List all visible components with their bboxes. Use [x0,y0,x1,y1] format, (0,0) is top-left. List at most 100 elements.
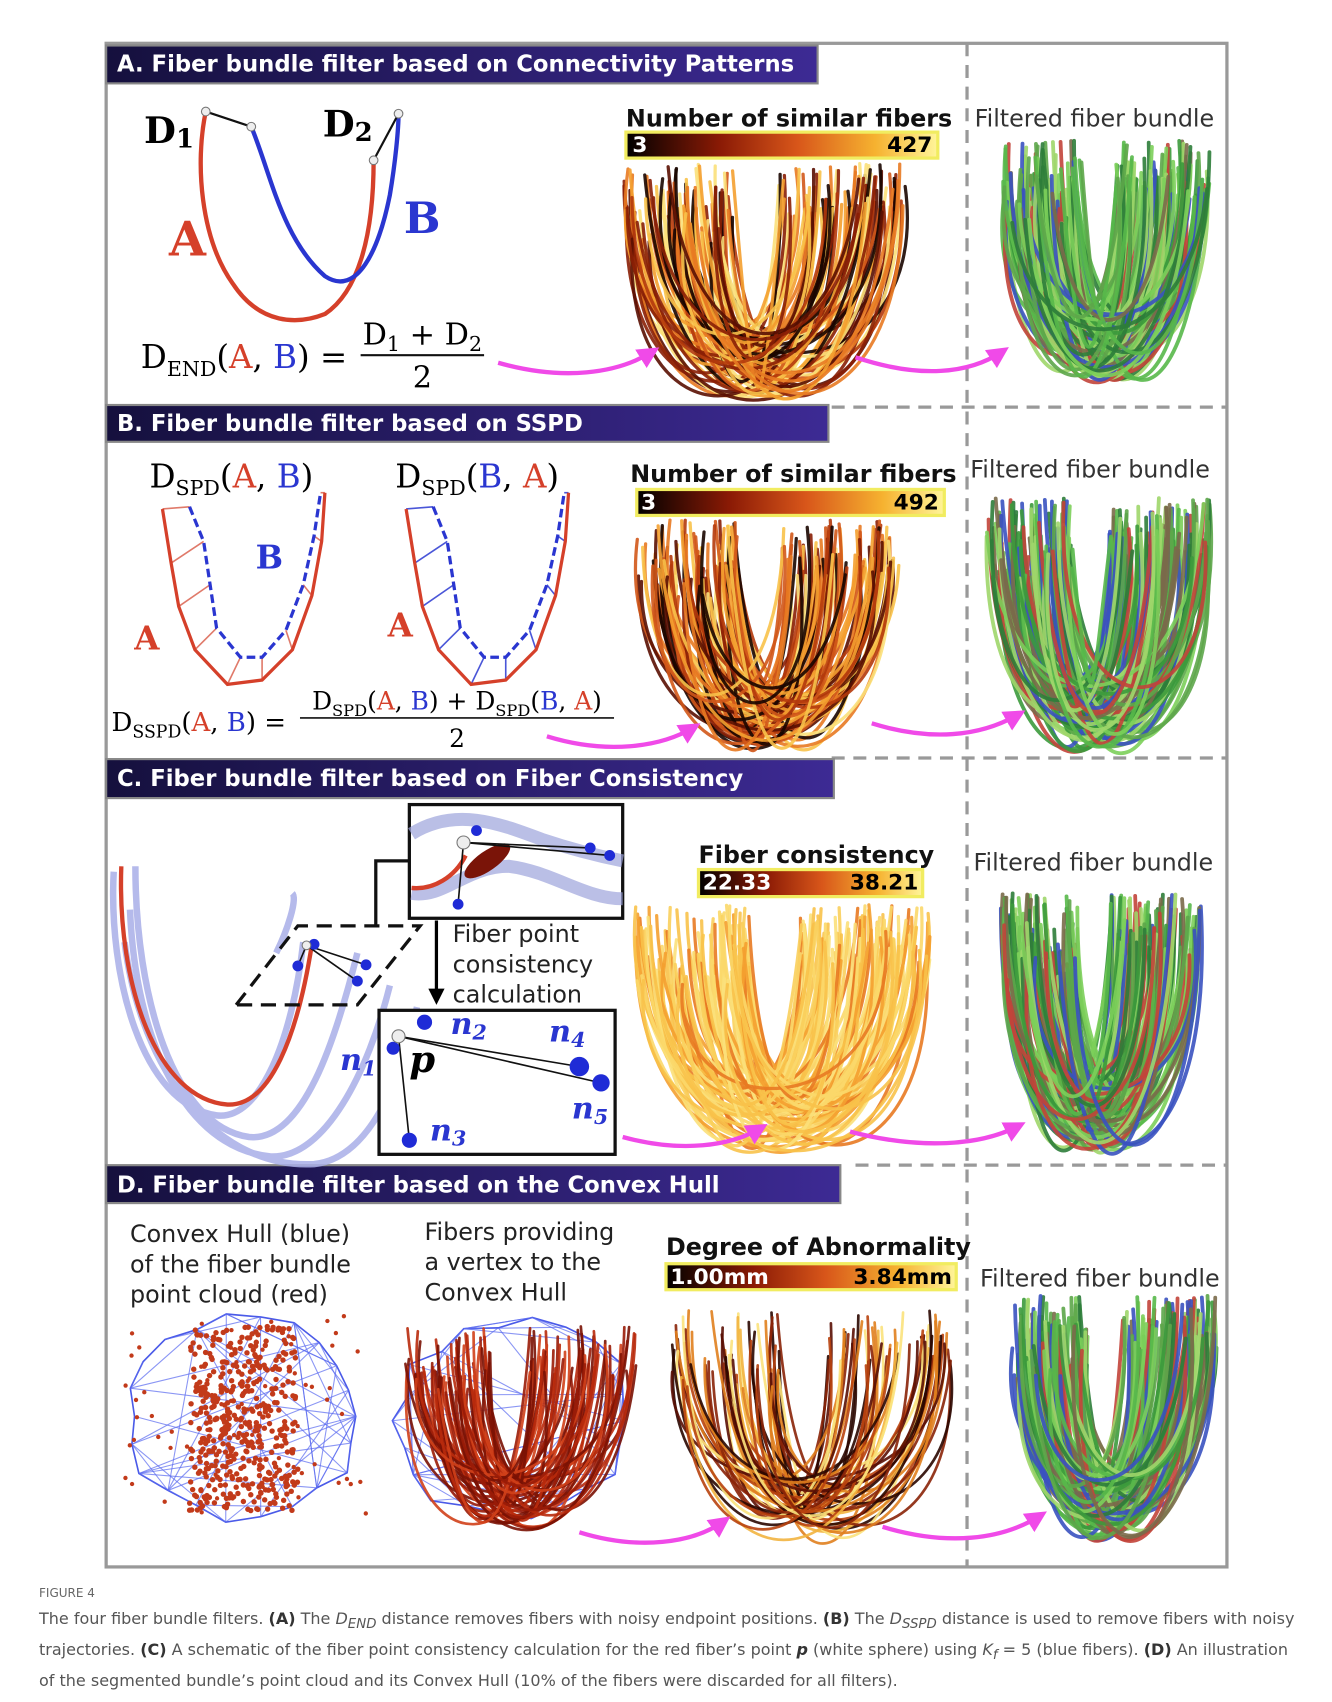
cloud-point [268,1477,273,1482]
cloud-point [132,1438,136,1442]
point [570,1057,589,1076]
cloud-point [191,1374,196,1379]
hull-edge [130,1330,197,1389]
cloud-point [194,1494,199,1499]
cloud-point [209,1449,214,1454]
cloud-point [252,1382,256,1386]
cloud-point [255,1332,260,1337]
bundle-a-filtered [1002,141,1209,383]
cloud-point [259,1364,263,1368]
p-label: p [409,1037,435,1081]
cloud-point [234,1360,238,1364]
cloud-point [191,1366,196,1371]
colorbar-min: 3 [632,133,647,158]
cloud-point [293,1394,298,1399]
cloud-point [296,1495,300,1499]
cloud-point [284,1426,289,1431]
hatch [179,585,210,607]
zoom-box [236,926,420,1005]
cloud-point [246,1325,251,1330]
cloud-point [207,1415,212,1420]
page: Figure 4 { "panel_a": { "title": "A. Fib… [0,0,1332,1702]
cloud-point [256,1356,261,1361]
cloud-point [230,1496,234,1500]
cloud-point [233,1348,237,1352]
cloud-point [197,1468,202,1473]
cloud-point [235,1491,240,1496]
cloud-point [242,1363,247,1368]
cloud-point [240,1402,244,1406]
cloud-point [198,1488,203,1493]
cloud-point [227,1435,232,1440]
cloud-point [273,1377,278,1382]
cloud-point [290,1380,295,1385]
cloud-point [282,1419,287,1424]
cloud-point [270,1367,275,1372]
cloud-point [210,1343,215,1348]
filtered-label: Filtered fiber bundle [970,456,1210,484]
formula: DEND(A, B) = [141,338,347,381]
filtered-label: Filtered fiber bundle [974,849,1214,877]
cloud-point [337,1481,341,1485]
colorbar-min: 22.33 [703,871,771,896]
cloud-point [358,1480,362,1484]
cloud-point [253,1343,258,1348]
cloud-point [283,1341,288,1346]
arrow [498,352,652,373]
cloud-point [130,1331,134,1335]
cloud-point [241,1391,246,1396]
d2-label: D2 [323,101,373,147]
cloud-point [285,1462,290,1467]
cloud-point [203,1496,208,1501]
cloud-point [257,1411,262,1416]
cloud-point [224,1328,229,1333]
hatch [406,507,433,509]
cloud-point [254,1396,259,1401]
colorbar-c: Fiber consistency 22.33 38.21 [698,841,934,897]
cloud-point [255,1428,260,1433]
panel-title: C. Fiber bundle filter based on Fiber Co… [117,766,743,792]
colorbar-min: 1.00mm [670,1265,769,1290]
cloud-point [293,1371,297,1375]
cloud-point [325,1398,329,1402]
cloud-point [280,1505,285,1510]
cloud-point [233,1484,238,1489]
cloud-point [128,1443,132,1447]
cloud-point [207,1434,212,1439]
dspd-label: DSPD(A, B) [149,457,313,500]
cloud-point [188,1401,193,1406]
cloud-point [280,1357,285,1362]
cloud-point [241,1499,246,1504]
cloud-point [269,1450,274,1455]
colorbar-max: 38.21 [850,871,918,896]
point [417,1015,432,1030]
cloud-point [257,1376,262,1381]
cloud-point [239,1371,244,1376]
panel-c-header: C. Fiber bundle filter based on Fiber Co… [106,759,834,798]
cloud-point [280,1382,285,1387]
cloud-point [278,1432,282,1436]
distance-line [206,112,251,127]
cloud-point [262,1425,267,1430]
cloud-point [270,1482,274,1486]
cloud-point [123,1476,127,1480]
formula: DSSPD(A, B) = [112,708,286,742]
cloud-point [198,1333,203,1338]
cloud-point [251,1499,256,1504]
colorbar-max: 492 [894,491,939,516]
cloud-point [275,1471,279,1475]
formula-denominator: 2 [449,724,465,753]
cloud-point [217,1477,222,1482]
hatch [530,630,536,649]
cloud-point [291,1470,296,1475]
cloud-point [163,1500,167,1504]
neighbor-fiber [130,910,390,1157]
hatch [195,628,217,650]
cloud-point [284,1476,289,1481]
cloud-point [245,1407,249,1411]
cloud-point [260,1442,264,1446]
cloud-point [230,1454,234,1458]
hatch [439,628,461,650]
cloud-point [229,1399,233,1403]
cloud-point [263,1384,267,1388]
